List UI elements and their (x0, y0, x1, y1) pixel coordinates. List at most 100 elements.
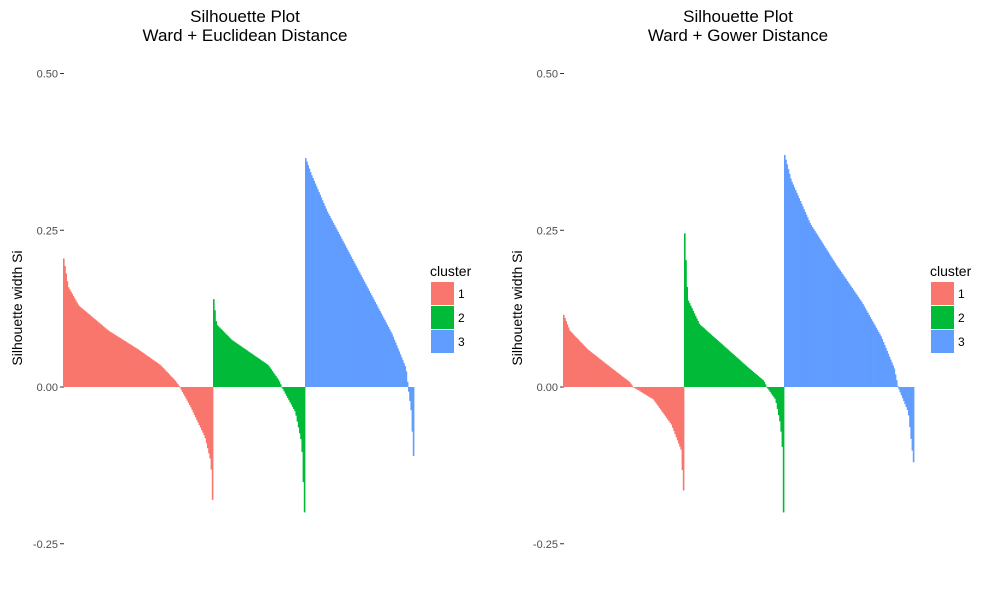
silhouette-bar-cluster-2 (230, 339, 233, 387)
silhouette-bar-cluster-2 (750, 369, 752, 387)
silhouette-bar-cluster-2 (700, 326, 703, 387)
silhouette-bar-cluster-1 (663, 387, 666, 415)
silhouette-bar-cluster-3 (800, 203, 803, 387)
silhouette-bar-cluster-2 (691, 308, 693, 387)
silhouette-bar-cluster-1 (198, 387, 201, 426)
silhouette-bar-cluster-2 (218, 327, 221, 387)
silhouette-bar-cluster-2 (696, 318, 698, 387)
silhouette-bar-cluster-1 (592, 354, 595, 387)
silhouette-bar-cluster-2 (687, 300, 690, 387)
silhouette-bar-cluster-3 (392, 336, 395, 387)
silhouette-bar-cluster-1 (189, 387, 191, 405)
silhouette-bar-cluster-2 (216, 325, 219, 387)
silhouette-bar-cluster-1 (633, 387, 636, 388)
silhouette-bar-cluster-2 (764, 384, 767, 387)
silhouette-bar-cluster-1 (132, 346, 135, 387)
silhouette-bar-cluster-3 (851, 287, 854, 387)
silhouette-bar-cluster-3 (342, 240, 344, 387)
silhouette-bar-cluster-3 (798, 198, 801, 387)
silhouette-bar-cluster-2 (775, 387, 778, 403)
silhouette-bar-cluster-3 (380, 313, 383, 387)
silhouette-bar-cluster-1 (571, 333, 573, 387)
silhouette-bar-cluster-1 (151, 359, 154, 387)
silhouette-bar-cluster-2 (229, 338, 232, 387)
silhouette-bar-cluster-3 (787, 169, 790, 387)
silhouette-bar-cluster-1 (193, 387, 196, 415)
silhouette-bar-cluster-1 (654, 387, 656, 402)
silhouette-bar-cluster-1 (149, 357, 151, 387)
silhouette-bar-cluster-2 (728, 350, 731, 387)
silhouette-bar-cluster-1 (628, 381, 631, 387)
silhouette-bar-cluster-1 (682, 387, 685, 491)
silhouette-bar-cluster-1 (143, 353, 145, 387)
silhouette-bar-cluster-3 (870, 319, 873, 387)
silhouette-bar-cluster-3 (412, 387, 415, 456)
silhouette-bar-cluster-2 (708, 332, 710, 387)
silhouette-bar-cluster-1 (646, 387, 649, 396)
silhouette-bar-cluster-3 (797, 195, 799, 387)
silhouette-bar-cluster-3 (838, 268, 840, 387)
silhouette-bar-cluster-3 (408, 387, 410, 392)
silhouette-bar-cluster-2 (224, 333, 227, 387)
silhouette-bar-cluster-1 (666, 387, 668, 418)
silhouette-bar-cluster-1 (640, 387, 643, 393)
silhouette-bar-cluster-3 (326, 211, 329, 387)
legend-key-2 (931, 306, 954, 329)
silhouette-bar-cluster-3 (880, 336, 882, 387)
silhouette-bar-cluster-1 (138, 350, 141, 387)
silhouette-bar-cluster-2 (688, 303, 691, 387)
legend-label-1: 1 (458, 287, 465, 301)
silhouette-bar-cluster-3 (887, 353, 890, 387)
silhouette-bar-cluster-2 (287, 387, 289, 398)
silhouette-bar-cluster-1 (672, 387, 674, 428)
silhouette-bar-cluster-2 (752, 371, 755, 387)
silhouette-bar-cluster-1 (75, 300, 77, 387)
silhouette-bar-cluster-2 (767, 387, 769, 389)
silhouette-bar-cluster-3 (874, 325, 876, 387)
silhouette-bar-cluster-2 (690, 305, 692, 387)
silhouette-bar-cluster-3 (381, 315, 384, 387)
silhouette-bar-cluster-3 (886, 350, 888, 387)
silhouette-bar-cluster-3 (386, 324, 389, 387)
silhouette-bar-cluster-1 (181, 387, 184, 392)
silhouette-bar-cluster-3 (310, 175, 313, 387)
silhouette-bar-cluster-3 (393, 339, 396, 387)
silhouette-bar-cluster-3 (912, 387, 915, 463)
silhouette-bar-cluster-3 (396, 345, 398, 387)
silhouette-bar-cluster-3 (358, 272, 361, 387)
silhouette-bar-cluster-1 (664, 387, 667, 417)
silhouette-bar-cluster-3 (384, 320, 386, 387)
silhouette-bar-cluster-1 (76, 302, 78, 387)
silhouette-bar-cluster-1 (183, 387, 185, 395)
silhouette-bar-cluster-3 (306, 161, 308, 387)
silhouette-bar-cluster-3 (410, 387, 413, 411)
silhouette-bar-cluster-2 (247, 351, 250, 387)
silhouette-bar-cluster-3 (337, 231, 339, 387)
silhouette-bar-cluster-3 (809, 222, 811, 387)
silhouette-bar-cluster-3 (853, 291, 856, 387)
silhouette-bar-cluster-3 (318, 191, 320, 387)
silhouette-bar-cluster-1 (65, 273, 67, 387)
silhouette-bar-cluster-2 (753, 372, 756, 387)
silhouette-bar-cluster-3 (911, 387, 914, 451)
silhouette-bar-cluster-3 (826, 249, 828, 387)
silhouette-bar-cluster-1 (675, 387, 678, 438)
silhouette-bar-cluster-2 (257, 357, 259, 387)
silhouette-bar-cluster-3 (871, 321, 874, 387)
silhouette-bar-cluster-2 (685, 260, 687, 387)
silhouette-bar-cluster-2 (233, 341, 235, 387)
silhouette-bar-cluster-3 (875, 327, 878, 387)
silhouette-bar-cluster-1 (638, 387, 641, 391)
silhouette-bar-cluster-3 (796, 192, 798, 387)
silhouette-bar-cluster-1 (114, 334, 117, 387)
silhouette-bar-cluster-1 (178, 385, 180, 387)
silhouette-bar-cluster-1 (637, 387, 639, 390)
silhouette-bar-cluster-3 (823, 246, 826, 387)
silhouette-bar-cluster-1 (567, 327, 570, 387)
silhouette-bar-cluster-2 (227, 336, 229, 387)
silhouette-bar-cluster-3 (344, 245, 347, 387)
silhouette-bars (563, 155, 915, 513)
silhouette-bar-cluster-1 (90, 316, 93, 387)
silhouette-bar-cluster-3 (842, 275, 845, 387)
silhouette-bar-cluster-2 (271, 370, 274, 387)
